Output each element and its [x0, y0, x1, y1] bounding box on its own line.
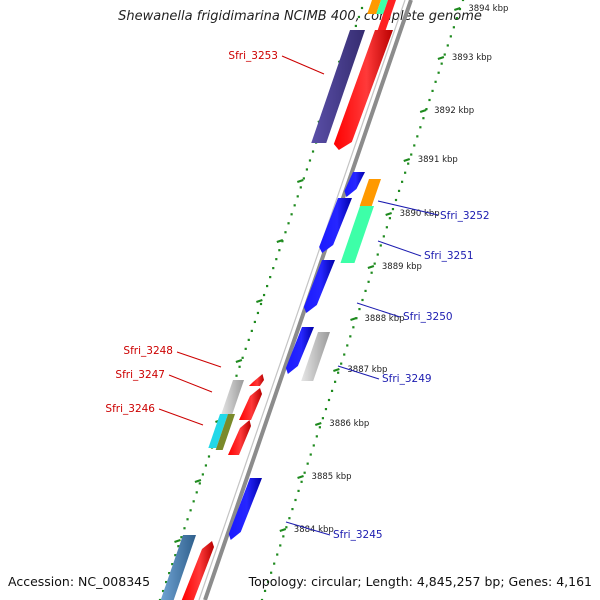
gene-block-gray-3249[interactable] — [301, 332, 330, 381]
gene-leader-line — [281, 55, 325, 75]
gene-label-sfri-3248[interactable]: Sfri_3248 — [123, 345, 173, 357]
accession-text: Accession: NC_008345 — [8, 574, 151, 589]
gene-block-blue-3249[interactable] — [285, 327, 314, 374]
inner-tick-mark — [276, 238, 284, 244]
backbone-inner-line — [198, 0, 406, 600]
kbp-tick-mark — [403, 157, 411, 163]
kbp-tick-label: 3887 kbp — [347, 365, 387, 375]
gene-label-sfri-3252[interactable]: Sfri_3252 — [440, 210, 490, 222]
gene-label-sfri-3247[interactable]: Sfri_3247 — [115, 369, 165, 381]
kbp-tick-mark — [367, 264, 375, 270]
gene-label-sfri-3245[interactable]: Sfri_3245 — [333, 529, 383, 541]
kbp-tick-mark — [297, 474, 304, 480]
kbp-tick-label: 3886 kbp — [329, 419, 369, 429]
kbp-tick-label: 3889 kbp — [382, 262, 422, 272]
gene-block-olive-3246[interactable] — [215, 414, 235, 450]
inner-tick-mark — [194, 478, 202, 484]
kbp-tick-mark — [333, 367, 340, 373]
gene-label-sfri-3251[interactable]: Sfri_3251 — [424, 250, 474, 262]
gene-block-orange-top[interactable] — [367, 0, 381, 14]
gene-block-red-top-sliver[interactable] — [377, 0, 396, 30]
kbp-tick-mark — [314, 421, 322, 427]
gene-block-blue-3245[interactable] — [228, 478, 262, 540]
gene-block-orange-3252[interactable] — [359, 179, 381, 206]
gene-label-sfri-3250[interactable]: Sfri_3250 — [403, 311, 453, 323]
gene-block-blue-3251[interactable] — [319, 198, 352, 253]
summary-text: Topology: circular; Length: 4,845,257 bp… — [248, 574, 592, 589]
outer-dotted-track — [260, 0, 465, 600]
gene-block-red-top[interactable] — [333, 30, 393, 150]
gene-leader-line — [377, 240, 422, 257]
gene-label-sfri-3246[interactable]: Sfri_3246 — [105, 403, 155, 415]
kbp-tick-label: 3888 kbp — [364, 314, 404, 324]
gene-leader-line — [337, 365, 380, 380]
kbp-tick-label: 3893 kbp — [452, 53, 492, 63]
gene-leader-line — [356, 302, 401, 318]
kbp-tick-mark — [437, 55, 445, 61]
gene-leader-line — [158, 408, 204, 426]
gene-block-blue-3250[interactable] — [303, 260, 335, 313]
kbp-tick-label: 3890 kbp — [400, 209, 440, 219]
kbp-tick-mark — [453, 6, 461, 12]
kbp-tick-label: 3891 kbp — [418, 155, 458, 165]
inner-tick-mark — [174, 538, 181, 544]
kbp-tick-mark — [385, 211, 392, 217]
kbp-tick-label: 3894 kbp — [468, 4, 508, 14]
inner-tick-mark — [256, 298, 263, 304]
gene-leader-line — [176, 351, 222, 368]
gene-block-navy[interactable] — [311, 30, 365, 143]
kbp-tick-mark — [419, 108, 427, 114]
gene-block-green-top[interactable] — [376, 0, 388, 14]
gene-label-sfri-3249[interactable]: Sfri_3249 — [382, 373, 432, 385]
inner-tick-mark — [296, 178, 304, 184]
gene-leader-line — [168, 374, 213, 393]
gene-block-cyan-3246[interactable] — [208, 414, 228, 448]
gene-block-steel-bottom[interactable] — [160, 535, 196, 600]
gene-block-red-bottom[interactable] — [181, 541, 214, 600]
inner-tick-mark — [235, 358, 243, 364]
gene-block-red-3247[interactable] — [239, 388, 262, 420]
gene-block-red-3248[interactable] — [248, 374, 264, 386]
kbp-tick-label: 3892 kbp — [434, 106, 474, 116]
kbp-tick-mark — [350, 316, 357, 322]
gene-block-gray-3247[interactable] — [220, 380, 244, 416]
kbp-tick-mark — [279, 527, 287, 533]
gene-label-sfri-3253[interactable]: Sfri_3253 — [228, 50, 278, 62]
kbp-tick-label: 3885 kbp — [312, 472, 352, 482]
gene-leader-line — [377, 200, 439, 216]
gene-block-green-3251[interactable] — [340, 206, 374, 263]
gene-block-red-3246[interactable] — [227, 420, 251, 455]
gene-block-blue-3252[interactable] — [344, 172, 365, 197]
gene-leader-line — [285, 521, 331, 536]
